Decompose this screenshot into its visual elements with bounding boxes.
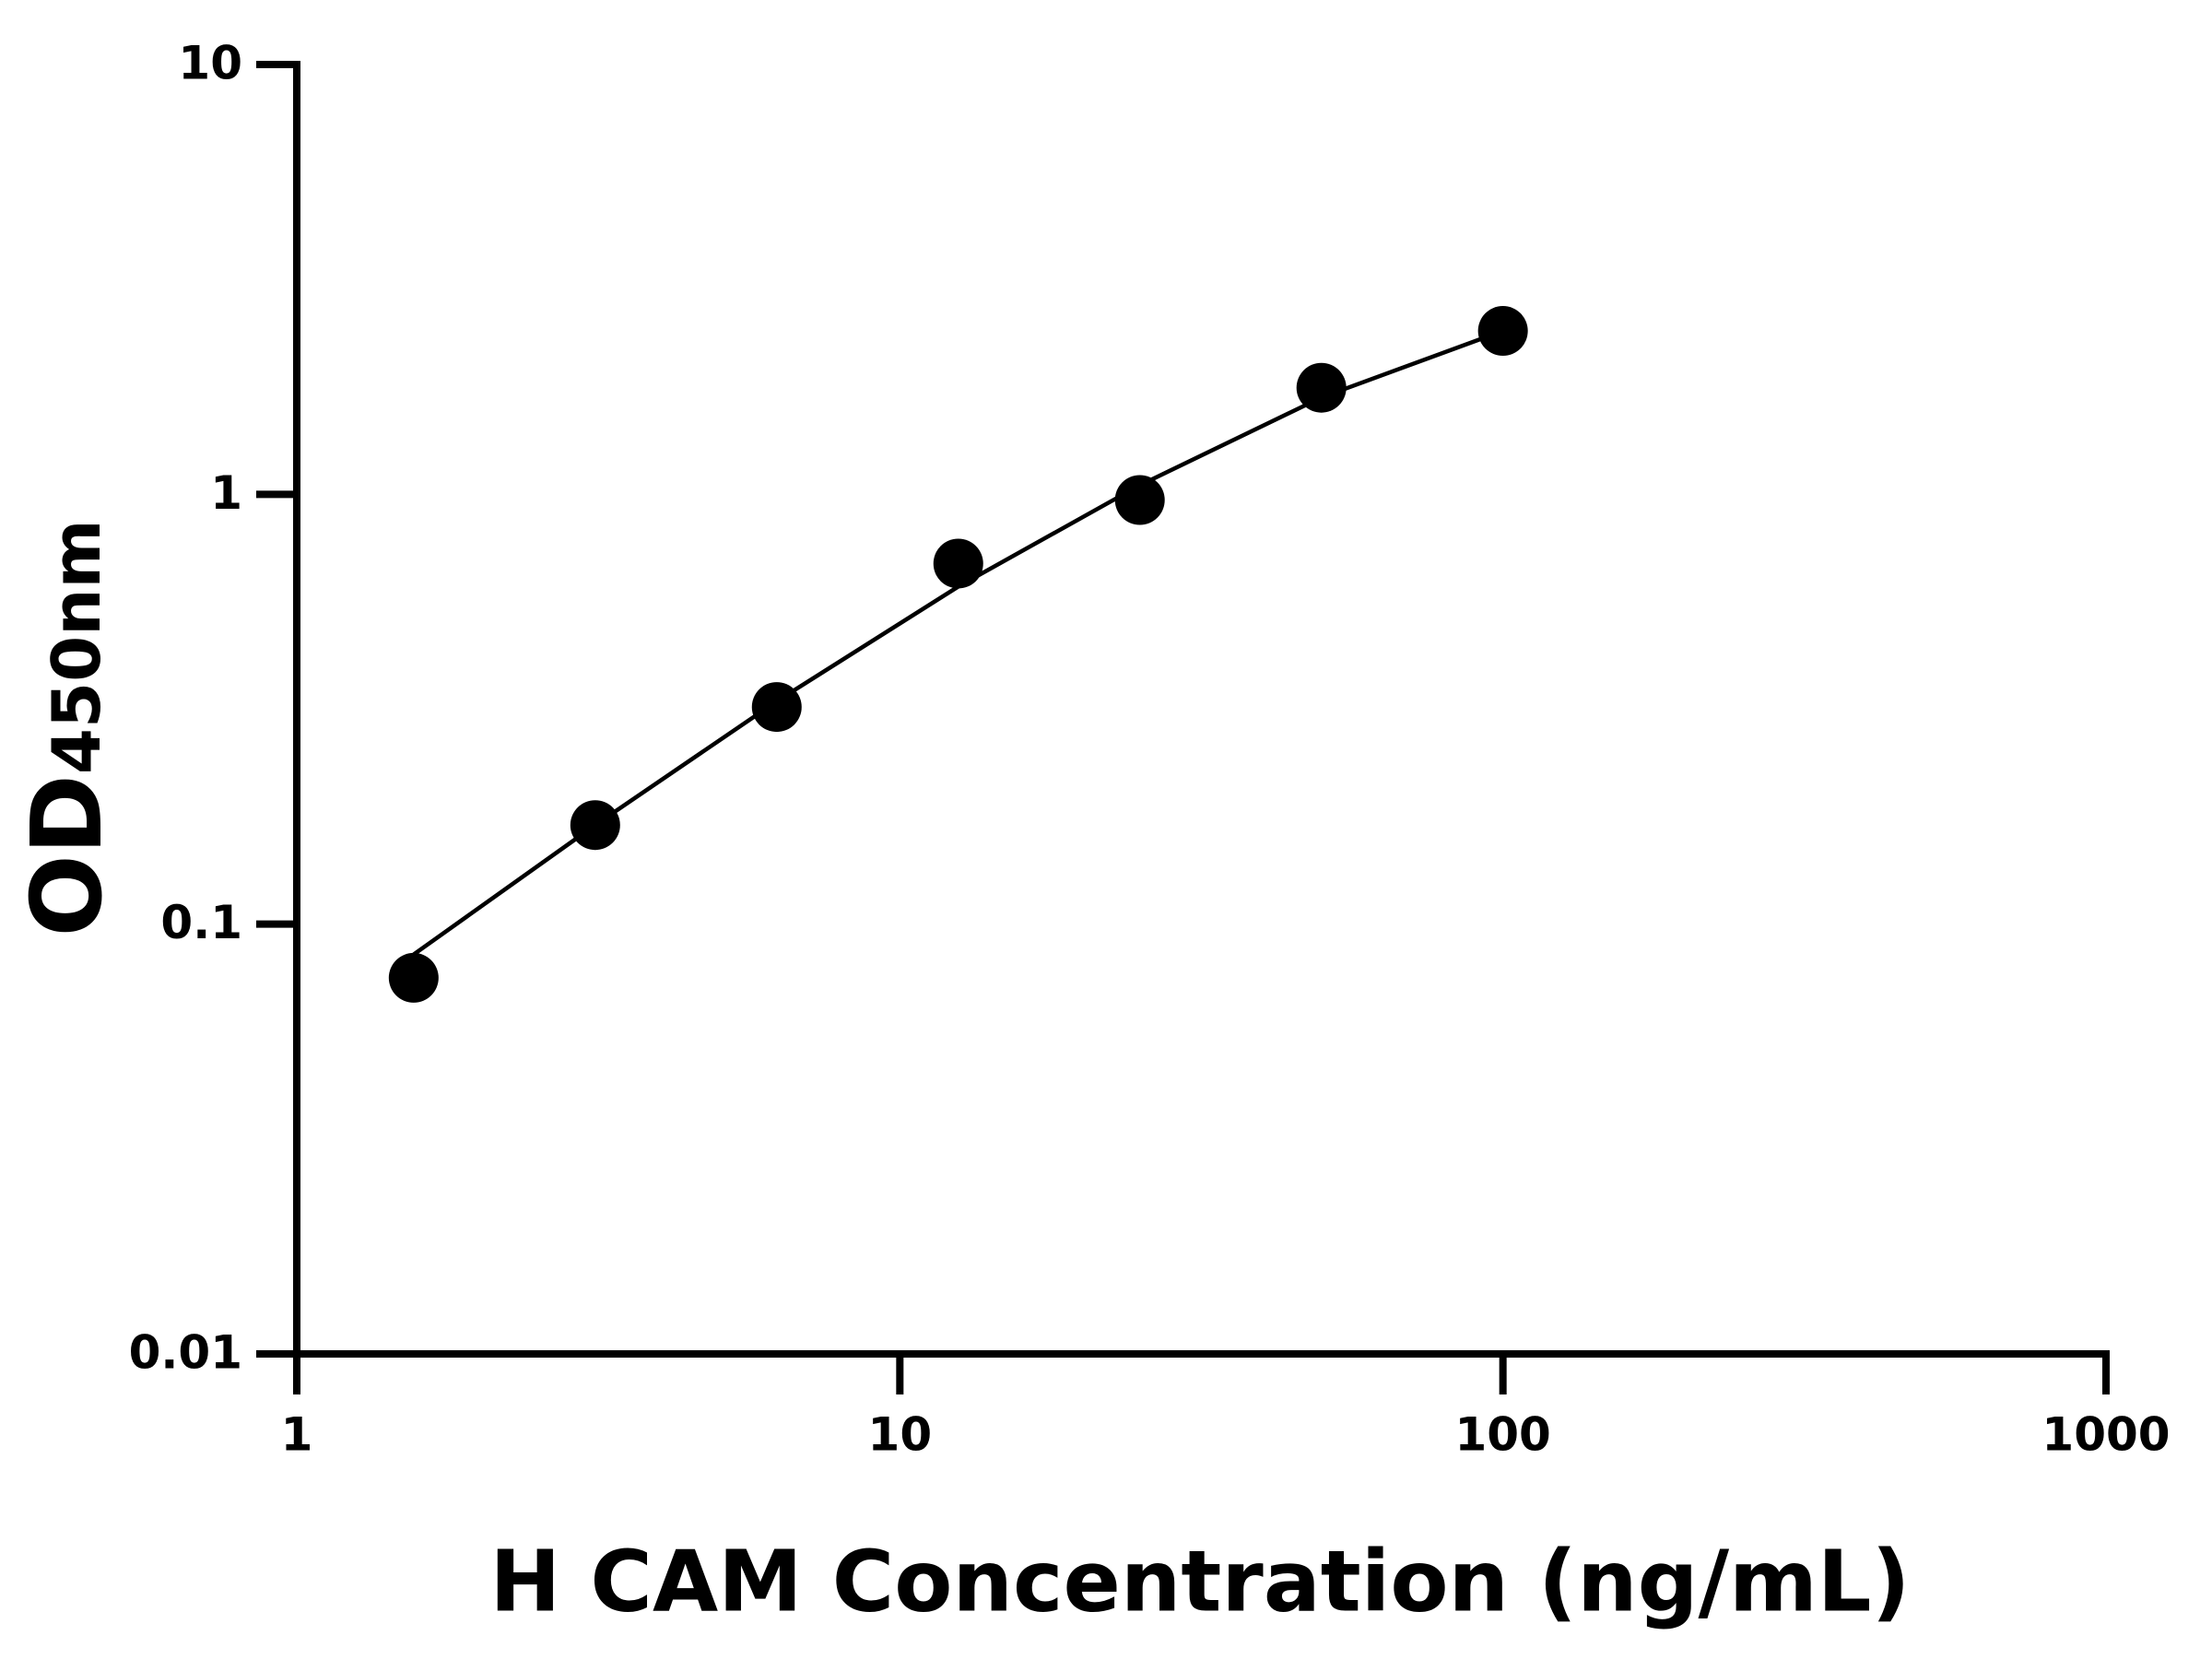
data-point	[1296, 362, 1347, 413]
y-axis-label-subscript: 450nm	[38, 520, 115, 775]
data-point	[751, 682, 802, 733]
data-point	[1477, 306, 1528, 357]
data-point	[388, 952, 439, 1003]
y-tick-label: 1	[210, 466, 242, 520]
x-tick-label: 1	[281, 1408, 313, 1462]
fit-curve	[412, 328, 1504, 957]
x-axis-label: H CAM Concentration (ng/mL)	[489, 1532, 1910, 1630]
y-axis-label-main: OD	[11, 774, 124, 936]
y-tick-label: 0.01	[129, 1326, 242, 1380]
y-tick-label: 0.1	[160, 896, 242, 949]
y-tick-label: 10	[178, 37, 242, 90]
x-tick-label: 1000	[2041, 1408, 2170, 1462]
data-point	[1114, 475, 1165, 525]
x-tick-label: 100	[1454, 1408, 1550, 1462]
data-point	[933, 538, 983, 589]
data-point	[570, 800, 620, 851]
x-tick-label: 10	[868, 1408, 933, 1462]
y-axis-label: OD450nm	[11, 520, 124, 937]
